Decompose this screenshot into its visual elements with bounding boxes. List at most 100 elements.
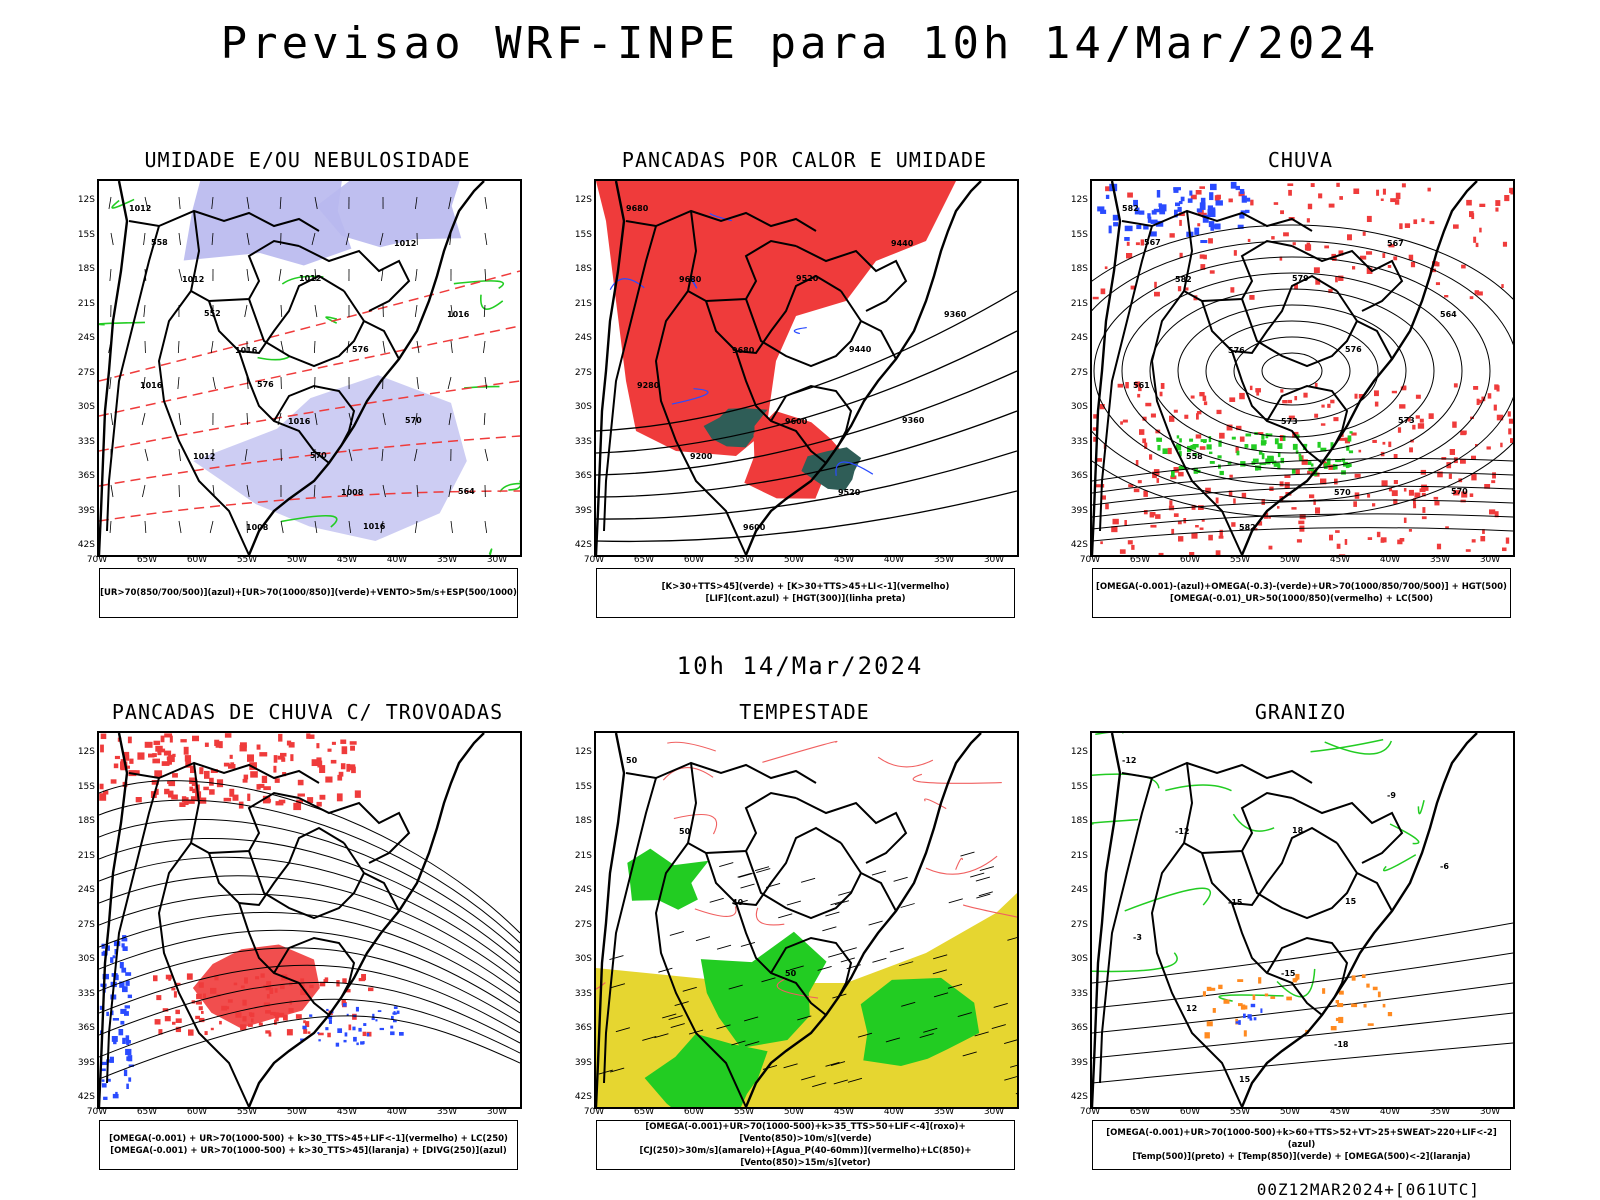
rain-speckle: [156, 995, 162, 1001]
wind-vector: [957, 1012, 972, 1018]
divergence-speckle: [355, 1006, 359, 1012]
rain-speckle: [1159, 207, 1166, 215]
rain-speckle: [1282, 435, 1286, 441]
rain-speckle: [1239, 213, 1245, 219]
longitude-label: 50W: [286, 1107, 308, 1117]
rain-speckle: [157, 752, 162, 756]
rain-speckle: [1112, 214, 1119, 221]
wind-arrow: [314, 412, 318, 426]
rain-speckle: [1353, 188, 1360, 195]
divergence-speckle: [102, 973, 109, 980]
wind-vector: [800, 877, 816, 883]
latitude-label: 30S: [574, 954, 592, 964]
rain-speckle: [1341, 458, 1346, 462]
wind-vector: [979, 866, 994, 872]
rain-speckle: [1178, 536, 1184, 542]
streamline: [99, 893, 520, 994]
rain-speckle: [198, 982, 204, 988]
rain-speckle: [1428, 413, 1434, 419]
rain-speckle: [323, 979, 329, 983]
rain-speckle: [196, 993, 202, 1000]
rain-speckle: [1380, 198, 1384, 201]
rain-speckle: [1294, 283, 1298, 290]
latitude-label: 27S: [1070, 367, 1088, 378]
panel-title: PANCADAS POR CALOR E UMIDADE: [621, 148, 988, 172]
rain-speckle: [1208, 436, 1212, 443]
rain-speckle: [1372, 503, 1376, 507]
divergence-speckle: [106, 1059, 113, 1063]
latitude-label: 42S: [1070, 1092, 1088, 1102]
rain-speckle: [1310, 183, 1315, 188]
rain-speckle: [274, 988, 278, 993]
divergence-speckle: [121, 967, 127, 973]
rain-speckle: [1205, 487, 1211, 493]
rain-speckle: [1097, 206, 1105, 212]
rain-speckle: [1138, 386, 1142, 392]
longitude-label: 40W: [883, 555, 905, 565]
omega-speckle: [1240, 1004, 1246, 1010]
rain-speckle: [243, 774, 249, 780]
rain-speckle: [1419, 488, 1426, 493]
rain-speckle: [165, 974, 172, 980]
rain-speckle: [1502, 547, 1507, 552]
longitude-label: 40W: [883, 1107, 905, 1117]
wind-arrow: [448, 412, 452, 426]
geopotential-contour: [1092, 499, 1513, 518]
omega-speckle: [1202, 991, 1206, 997]
country-border: [1099, 777, 1153, 1084]
rain-speckle: [1298, 520, 1305, 525]
rain-speckle: [136, 770, 140, 775]
wind-arrow: [209, 520, 214, 534]
contour-label: 582: [1122, 204, 1139, 213]
wind-arrow: [314, 304, 318, 318]
longitude-label: 55W: [236, 555, 258, 565]
rain-speckle: [1250, 199, 1254, 206]
rain-speckle: [1469, 296, 1474, 300]
rain-speckle: [1280, 457, 1285, 464]
humidity-contour: [325, 316, 338, 324]
rain-speckle: [319, 765, 326, 774]
legend-line: [OMEGA(-0.001)+UR>70(1000-500)+k>60+TTS>…: [1106, 1128, 1497, 1150]
precipitable-water-contour: [877, 756, 934, 768]
rain-speckle: [1214, 223, 1221, 230]
rain-speckle: [1178, 466, 1185, 470]
map-layer: 1012 1012 1016 1016 1008 1012 1016 1016 1012 1008…: [99, 181, 520, 555]
rain-speckle: [247, 754, 255, 762]
rain-speckle: [1388, 244, 1395, 248]
contour-label: 1016: [363, 522, 386, 531]
rain-speckle: [169, 735, 173, 743]
temp850-contour: [1417, 800, 1425, 815]
wind-arrow: [212, 376, 216, 390]
rain-speckle: [1310, 463, 1314, 467]
wind-vector: [817, 966, 832, 971]
rain-speckle: [1288, 415, 1295, 420]
latitude-label: 15S: [1070, 781, 1088, 792]
longitude-label: 70W: [1079, 555, 1101, 565]
wind-vector: [716, 1024, 731, 1030]
rain-speckle: [286, 740, 292, 746]
rain-speckle: [100, 744, 104, 753]
divergence-speckle: [124, 1011, 129, 1016]
latitude-label: 42S: [1070, 540, 1088, 550]
longitude-label: 65W: [633, 555, 655, 565]
latitude-label: 15S: [574, 229, 592, 240]
rain-speckle: [259, 752, 268, 757]
rain-speckle: [1471, 474, 1477, 481]
rain-speckle: [1376, 189, 1380, 196]
rain-speckle: [192, 788, 198, 794]
rain-speckle: [1421, 218, 1425, 223]
rain-speckle: [110, 779, 117, 784]
rain-speckle: [1280, 389, 1284, 393]
wind-vector: [610, 1067, 625, 1073]
rain-speckle: [1399, 404, 1406, 409]
wind-vector: [728, 984, 743, 990]
wind-arrow: [448, 484, 452, 498]
wind-arrow: [142, 484, 146, 498]
wind-arrow: [416, 376, 419, 390]
rain-speckle: [265, 1010, 271, 1014]
map-canvas: [99, 733, 520, 1107]
rain-speckle: [1258, 450, 1263, 455]
rain-speckle: [1387, 265, 1392, 268]
wind-arrow: [211, 196, 214, 210]
latitude-label: 36S: [77, 471, 95, 481]
